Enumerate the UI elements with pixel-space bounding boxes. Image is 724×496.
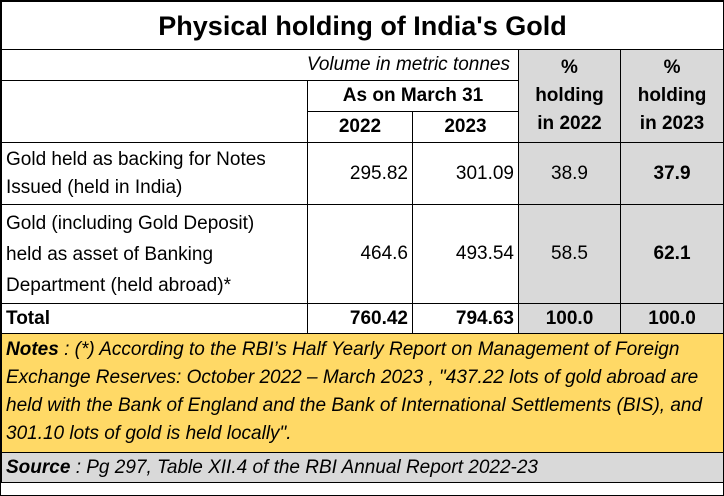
table-row: Gold held as backing for Notes Issued (h…: [1, 142, 724, 205]
pct-2022: 58.5: [518, 204, 621, 304]
header-pct-2022-line1: %: [561, 57, 578, 78]
row-label-line: held as asset of Banking: [6, 243, 214, 265]
total-2023: 794.63: [412, 303, 519, 334]
total-pct-2023: 100.0: [619, 303, 724, 334]
header-pct-2023-line1: %: [663, 57, 681, 78]
table-title: Physical holding of India's Gold: [0, 1, 724, 50]
total-row: Total 760.42 794.63 100.0 100.0: [1, 303, 724, 334]
notes-text: : (*) According to the RBI’s Half Yearly…: [6, 339, 703, 444]
unit-note: Volume in metric tonnes: [1, 49, 519, 81]
source-cell: Source : Pg 297, Table XII.4 of the RBI …: [0, 452, 724, 483]
source-text: : Pg 297, Table XII.4 of the RBI Annual …: [70, 456, 538, 478]
header-year-2023: 2023: [412, 111, 519, 143]
notes-label: Notes: [6, 339, 59, 360]
row-label-line: Gold held as backing for Notes: [6, 148, 266, 170]
row-label-line: Department (held abroad)*: [6, 274, 231, 296]
gold-holding-table: Physical holding of India's Gold Volume …: [0, 1, 724, 483]
header-pct-2022: % holding in 2022: [518, 49, 621, 143]
pct-2023: 37.9: [619, 142, 724, 205]
value-2022: 464.6: [307, 204, 413, 304]
header-pct-2023-line3: in 2023: [639, 113, 705, 134]
header-as-on: As on March 31: [307, 80, 519, 112]
table-row: Gold (including Gold Deposit) held as as…: [1, 204, 724, 304]
row-label-line: Gold (including Gold Deposit): [6, 212, 255, 234]
pct-2023: 62.1: [619, 204, 724, 304]
value-2023: 301.09: [412, 142, 519, 205]
header-year-2022: 2022: [307, 111, 413, 143]
row-label: Gold held as backing for Notes Issued (h…: [1, 142, 308, 205]
header-pct-2022-line3: in 2022: [537, 113, 602, 134]
pct-2022: 38.9: [518, 142, 621, 205]
row-label: Gold (including Gold Deposit) held as as…: [1, 204, 308, 304]
total-label: Total: [1, 303, 308, 334]
notes-cell: Notes : (*) According to the RBI’s Half …: [0, 333, 724, 453]
header-pct-2023: % holding in 2023: [619, 49, 724, 143]
value-2023: 493.54: [412, 204, 519, 304]
header-blank-cell: [1, 80, 308, 143]
row-label-line: Issued (held in India): [6, 176, 183, 198]
total-2022: 760.42: [307, 303, 413, 334]
total-pct-2022: 100.0: [518, 303, 621, 334]
header-pct-2023-line2: holding: [637, 85, 707, 106]
source-label: Source: [6, 456, 71, 478]
header-pct-2022-line2: holding: [535, 85, 604, 106]
value-2022: 295.82: [307, 142, 413, 205]
